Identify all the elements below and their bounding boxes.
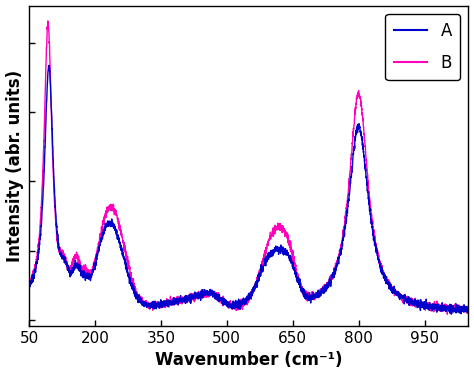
Line: A: A: [29, 65, 468, 314]
B: [214, 290, 219, 295]
A: [214, 292, 219, 297]
B: [410, 302, 416, 306]
A: [195, 293, 201, 298]
B: [465, 304, 471, 308]
A: [46, 63, 52, 68]
A: [410, 298, 416, 302]
Line: B: B: [29, 21, 468, 314]
Legend: A, B: A, B: [385, 14, 460, 80]
B: [445, 312, 450, 316]
B: [195, 296, 201, 300]
Y-axis label: Intensity (abr. units): Intensity (abr. units): [6, 70, 24, 262]
X-axis label: Wavenumber (cm⁻¹): Wavenumber (cm⁻¹): [155, 351, 343, 369]
B: [102, 211, 108, 215]
A: [102, 222, 108, 226]
A: [449, 312, 455, 316]
B: [45, 19, 51, 23]
A: [465, 307, 471, 311]
B: [76, 259, 82, 263]
B: [26, 278, 32, 282]
A: [457, 306, 463, 311]
B: [457, 310, 463, 315]
A: [26, 279, 32, 284]
A: [76, 267, 82, 272]
